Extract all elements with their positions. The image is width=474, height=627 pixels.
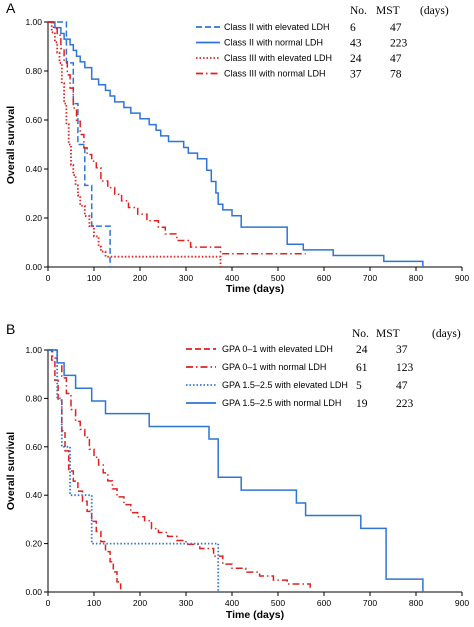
table-no: 37 [350, 69, 362, 81]
y-tick-label: 0.80 [25, 66, 42, 76]
y-tick-label: 0.60 [25, 442, 42, 452]
x-tick-label: 200 [133, 598, 147, 608]
legend-label: GPA 0–1 with elevated LDH [222, 344, 333, 354]
y-tick-label: 0.20 [25, 213, 42, 223]
x-tick-label: 800 [409, 598, 423, 608]
x-tick-label: 700 [363, 598, 377, 608]
legend-label: GPA 1.5–2.5 with normal LDH [222, 398, 341, 408]
x-tick-label: 300 [179, 598, 193, 608]
survival-curve-1 [48, 349, 122, 592]
table-header: No. [352, 328, 369, 340]
x-tick-label: 900 [455, 273, 469, 283]
legend-label: Class II with normal LDH [224, 38, 323, 48]
table-mst: 47 [390, 53, 402, 65]
x-tick-label: 200 [133, 273, 147, 283]
y-tick-label: 0.80 [25, 393, 42, 403]
table-no: 6 [350, 22, 356, 34]
table-mst: 47 [396, 380, 408, 392]
x-tick-label: 700 [363, 273, 377, 283]
y-tick-label: 1.00 [25, 345, 42, 355]
x-tick-label: 300 [179, 273, 193, 283]
survival-curve-3 [48, 349, 223, 593]
legend-label: GPA 1.5–2.5 with elevated LDH [222, 380, 348, 390]
survival-curve-4 [48, 349, 424, 592]
table-header: No. [350, 5, 367, 17]
x-tick-label: 600 [317, 598, 331, 608]
survival-curve-2 [48, 349, 311, 589]
table-mst: 123 [396, 362, 414, 374]
y-tick-label: 0.40 [25, 490, 42, 500]
panel-label: A [6, 0, 16, 16]
table-mst: 47 [390, 22, 402, 34]
table-mst: 78 [390, 69, 402, 81]
y-axis-title: Overall survival [5, 432, 17, 510]
x-tick-label: 900 [455, 598, 469, 608]
x-tick-label: 500 [271, 273, 285, 283]
y-tick-label: 0.40 [25, 164, 42, 174]
y-tick-label: 1.00 [25, 17, 42, 27]
x-tick-label: 0 [46, 598, 51, 608]
y-tick-label: 0.00 [25, 262, 42, 272]
chart-panel-a: A 0 100 200 300 400 500 600 700 800 900 0.00 0.20 0.4… [5, 0, 469, 295]
y-tick-label: 0.60 [25, 115, 42, 125]
y-tick-label: 0.20 [25, 539, 42, 549]
table-header: MST [376, 5, 400, 17]
survival-curve-2 [48, 21, 424, 267]
x-tick-label: 400 [225, 273, 239, 283]
survival-curve-1 [48, 21, 111, 267]
panel-label: B [6, 321, 15, 337]
table-header: (days) [420, 5, 449, 17]
table-no: 43 [350, 38, 362, 50]
x-tick-label: 800 [409, 273, 423, 283]
x-tick-label: 0 [46, 273, 51, 283]
y-axis-title: Overall survival [5, 106, 17, 184]
table-header: (days) [432, 328, 461, 340]
table-header: MST [376, 328, 400, 340]
x-axis-title: Time (days) [226, 283, 284, 295]
x-tick-label: 100 [87, 273, 101, 283]
legend-label: Class II with elevated LDH [224, 22, 330, 32]
legend-label: Class III with elevated LDH [224, 53, 332, 63]
x-tick-label: 500 [271, 598, 285, 608]
table-mst: 223 [396, 398, 414, 410]
table-mst: 223 [390, 38, 408, 50]
table-mst: 37 [396, 344, 408, 356]
x-tick-label: 400 [225, 598, 239, 608]
y-tick-label: 0.00 [25, 587, 42, 597]
legend-label: Class III with normal LDH [224, 69, 326, 79]
x-axis-title: Time (days) [226, 609, 284, 621]
survival-curve-4 [48, 21, 306, 255]
table-no: 5 [356, 380, 362, 392]
x-tick-label: 100 [87, 598, 101, 608]
table-no: 24 [350, 53, 362, 65]
table-no: 61 [356, 362, 368, 374]
legend-label: GPA 0–1 with normal LDH [222, 362, 326, 372]
survival-curve-3 [48, 21, 222, 267]
x-tick-label: 600 [317, 273, 331, 283]
chart-panel-b: B 0 100 200 300 400 500 600 700 800 900 0.00 0.20 0.4… [5, 321, 469, 621]
table-no: 24 [356, 344, 368, 356]
table-no: 19 [356, 398, 368, 410]
